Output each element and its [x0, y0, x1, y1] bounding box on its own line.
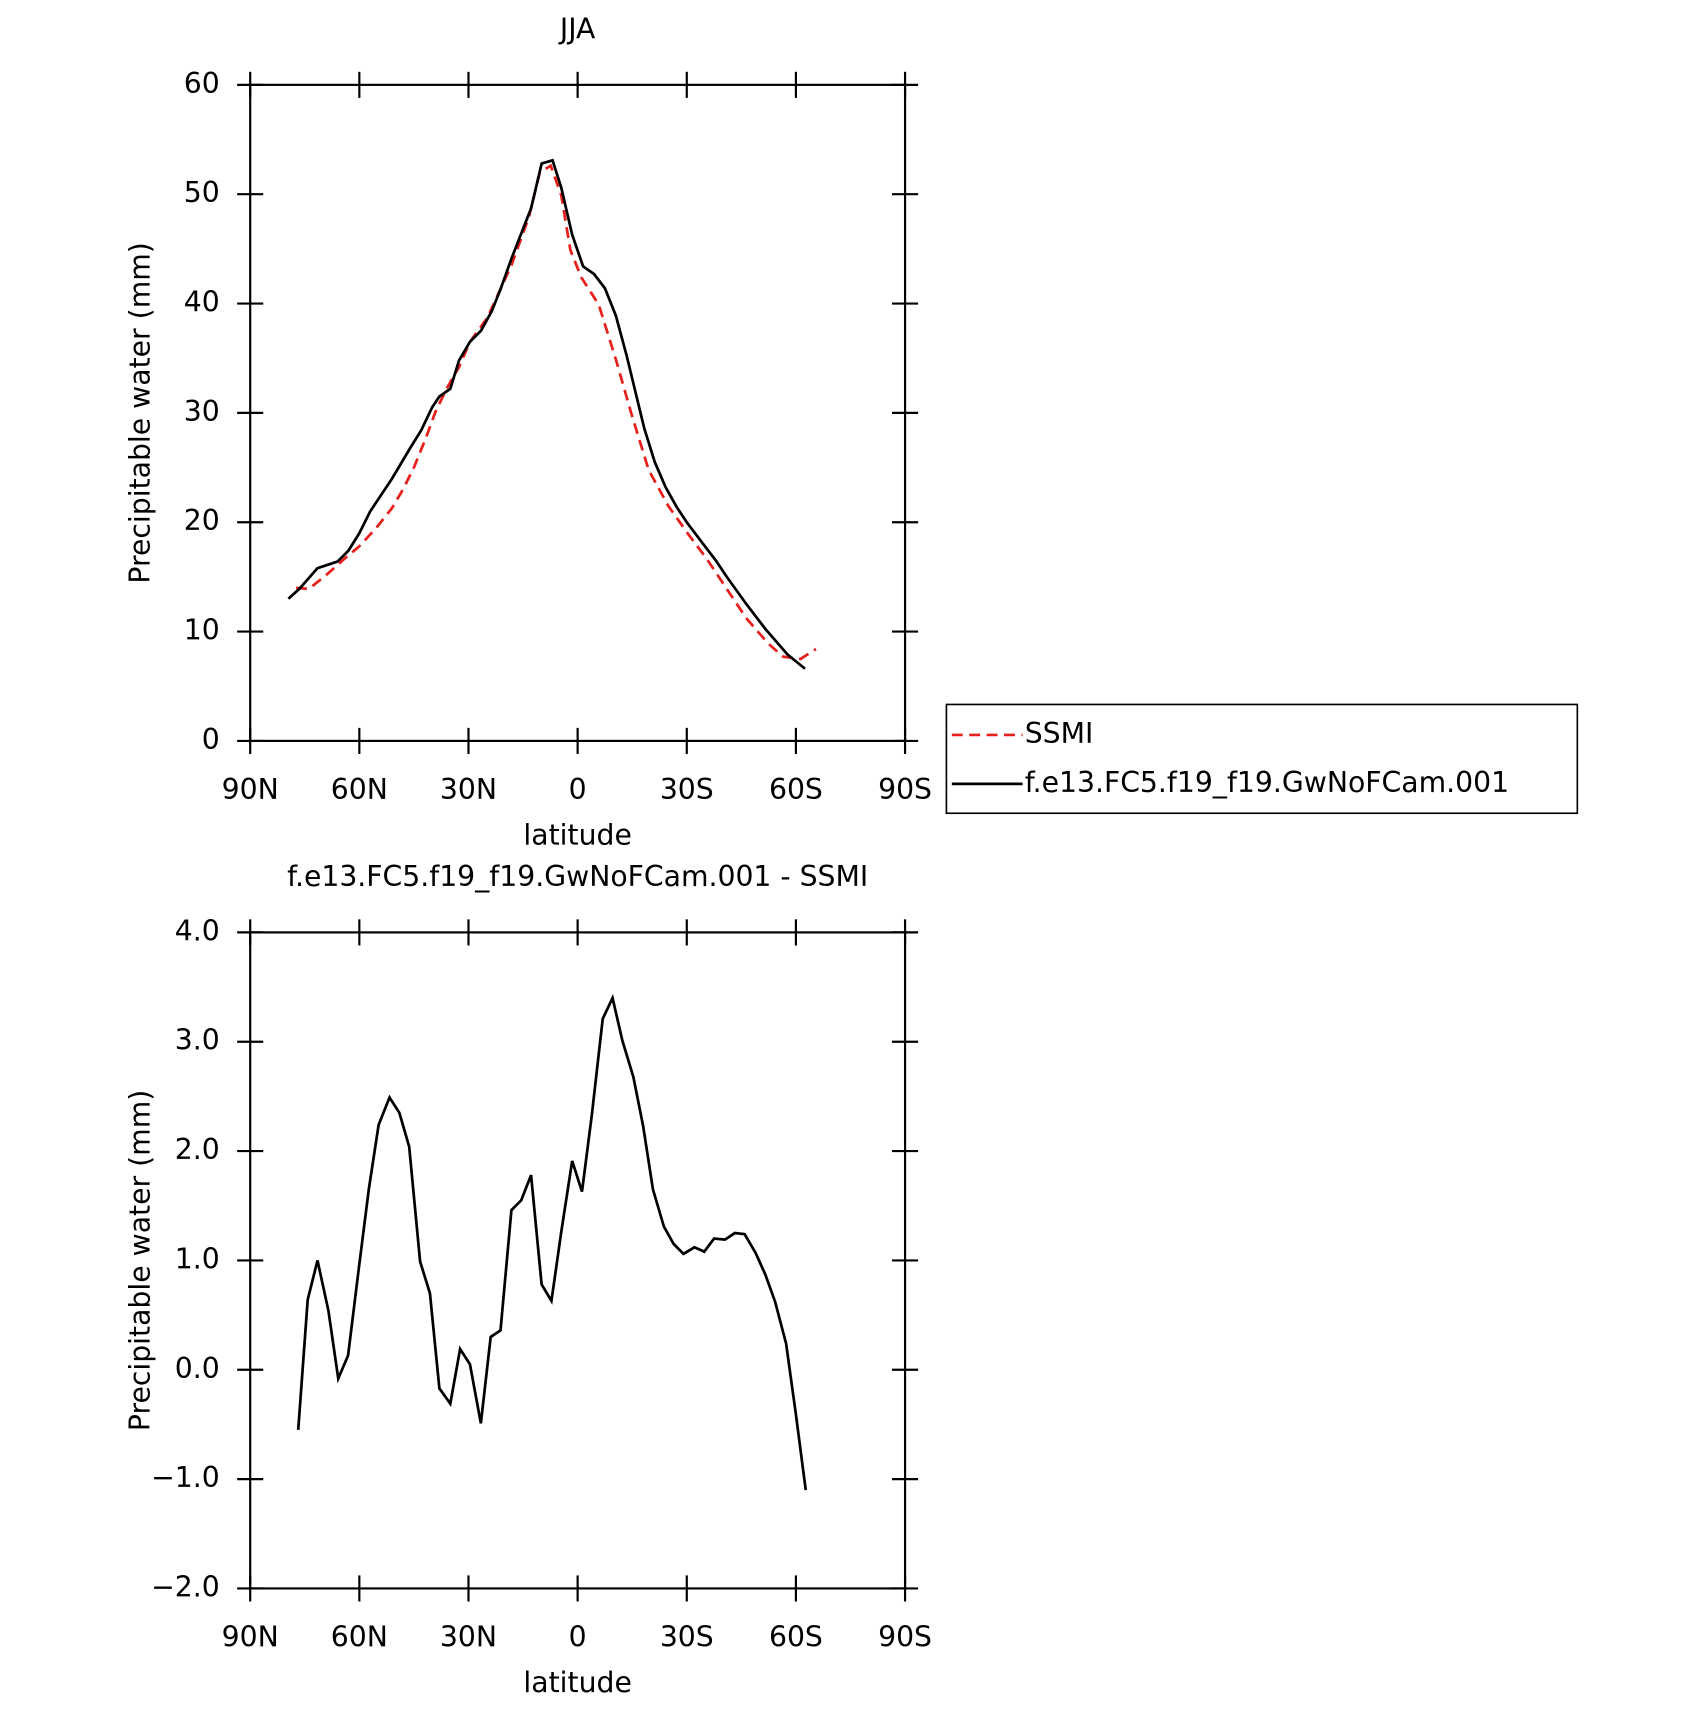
- x-axis-label: latitude: [523, 1666, 631, 1699]
- chart-title: JJA: [558, 12, 596, 45]
- x-tick-label: 0: [569, 1620, 587, 1653]
- data-line: [287, 158, 806, 670]
- y-tick-label: 50: [184, 176, 220, 209]
- x-tick-label: 90S: [878, 1620, 932, 1653]
- x-tick-label: 30S: [660, 1620, 714, 1653]
- y-tick-label: 0.0: [175, 1352, 220, 1385]
- y-axis-label: Precipitable water (mm): [123, 242, 156, 583]
- x-tick-label: 30S: [660, 773, 714, 806]
- y-tick-label: 1.0: [175, 1242, 220, 1275]
- plot-frame: [249, 83, 907, 742]
- x-tick-label: 60N: [331, 773, 388, 806]
- y-tick-label: 2.0: [175, 1133, 220, 1166]
- x-tick-label: 90N: [222, 773, 279, 806]
- y-tick-label: 0: [202, 723, 220, 756]
- y-tick-label: 60: [184, 67, 220, 100]
- y-tick-label: −1.0: [151, 1461, 220, 1494]
- data-line: [296, 993, 808, 1491]
- y-tick-label: 4.0: [175, 914, 220, 947]
- x-tick-label: 0: [569, 773, 587, 806]
- y-tick-label: 30: [184, 395, 220, 428]
- x-axis-label: latitude: [523, 819, 631, 852]
- legend-label: f.e13.FC5.f19_f19.GwNoFCam.001: [1025, 766, 1509, 799]
- x-tick-label: 60N: [331, 1620, 388, 1653]
- y-tick-label: 3.0: [175, 1024, 220, 1057]
- chart-title: f.e13.FC5.f19_f19.GwNoFCam.001 - SSMI: [287, 860, 868, 893]
- x-tick-label: 60S: [769, 1620, 823, 1653]
- x-tick-label: 90S: [878, 773, 932, 806]
- y-tick-label: 40: [184, 286, 220, 319]
- x-tick-label: 90N: [222, 1620, 279, 1653]
- legend-label: SSMI: [1025, 717, 1094, 750]
- y-tick-label: 20: [184, 504, 220, 537]
- legend-box: [945, 703, 1579, 815]
- x-tick-label: 30N: [440, 773, 497, 806]
- x-tick-label: 30N: [440, 1620, 497, 1653]
- data-line: [295, 163, 817, 661]
- x-tick-label: 60S: [769, 773, 823, 806]
- plot-frame: [249, 931, 907, 1590]
- y-tick-label: 10: [184, 614, 220, 647]
- y-tick-label: −2.0: [151, 1570, 220, 1603]
- y-axis-label: Precipitable water (mm): [123, 1090, 156, 1431]
